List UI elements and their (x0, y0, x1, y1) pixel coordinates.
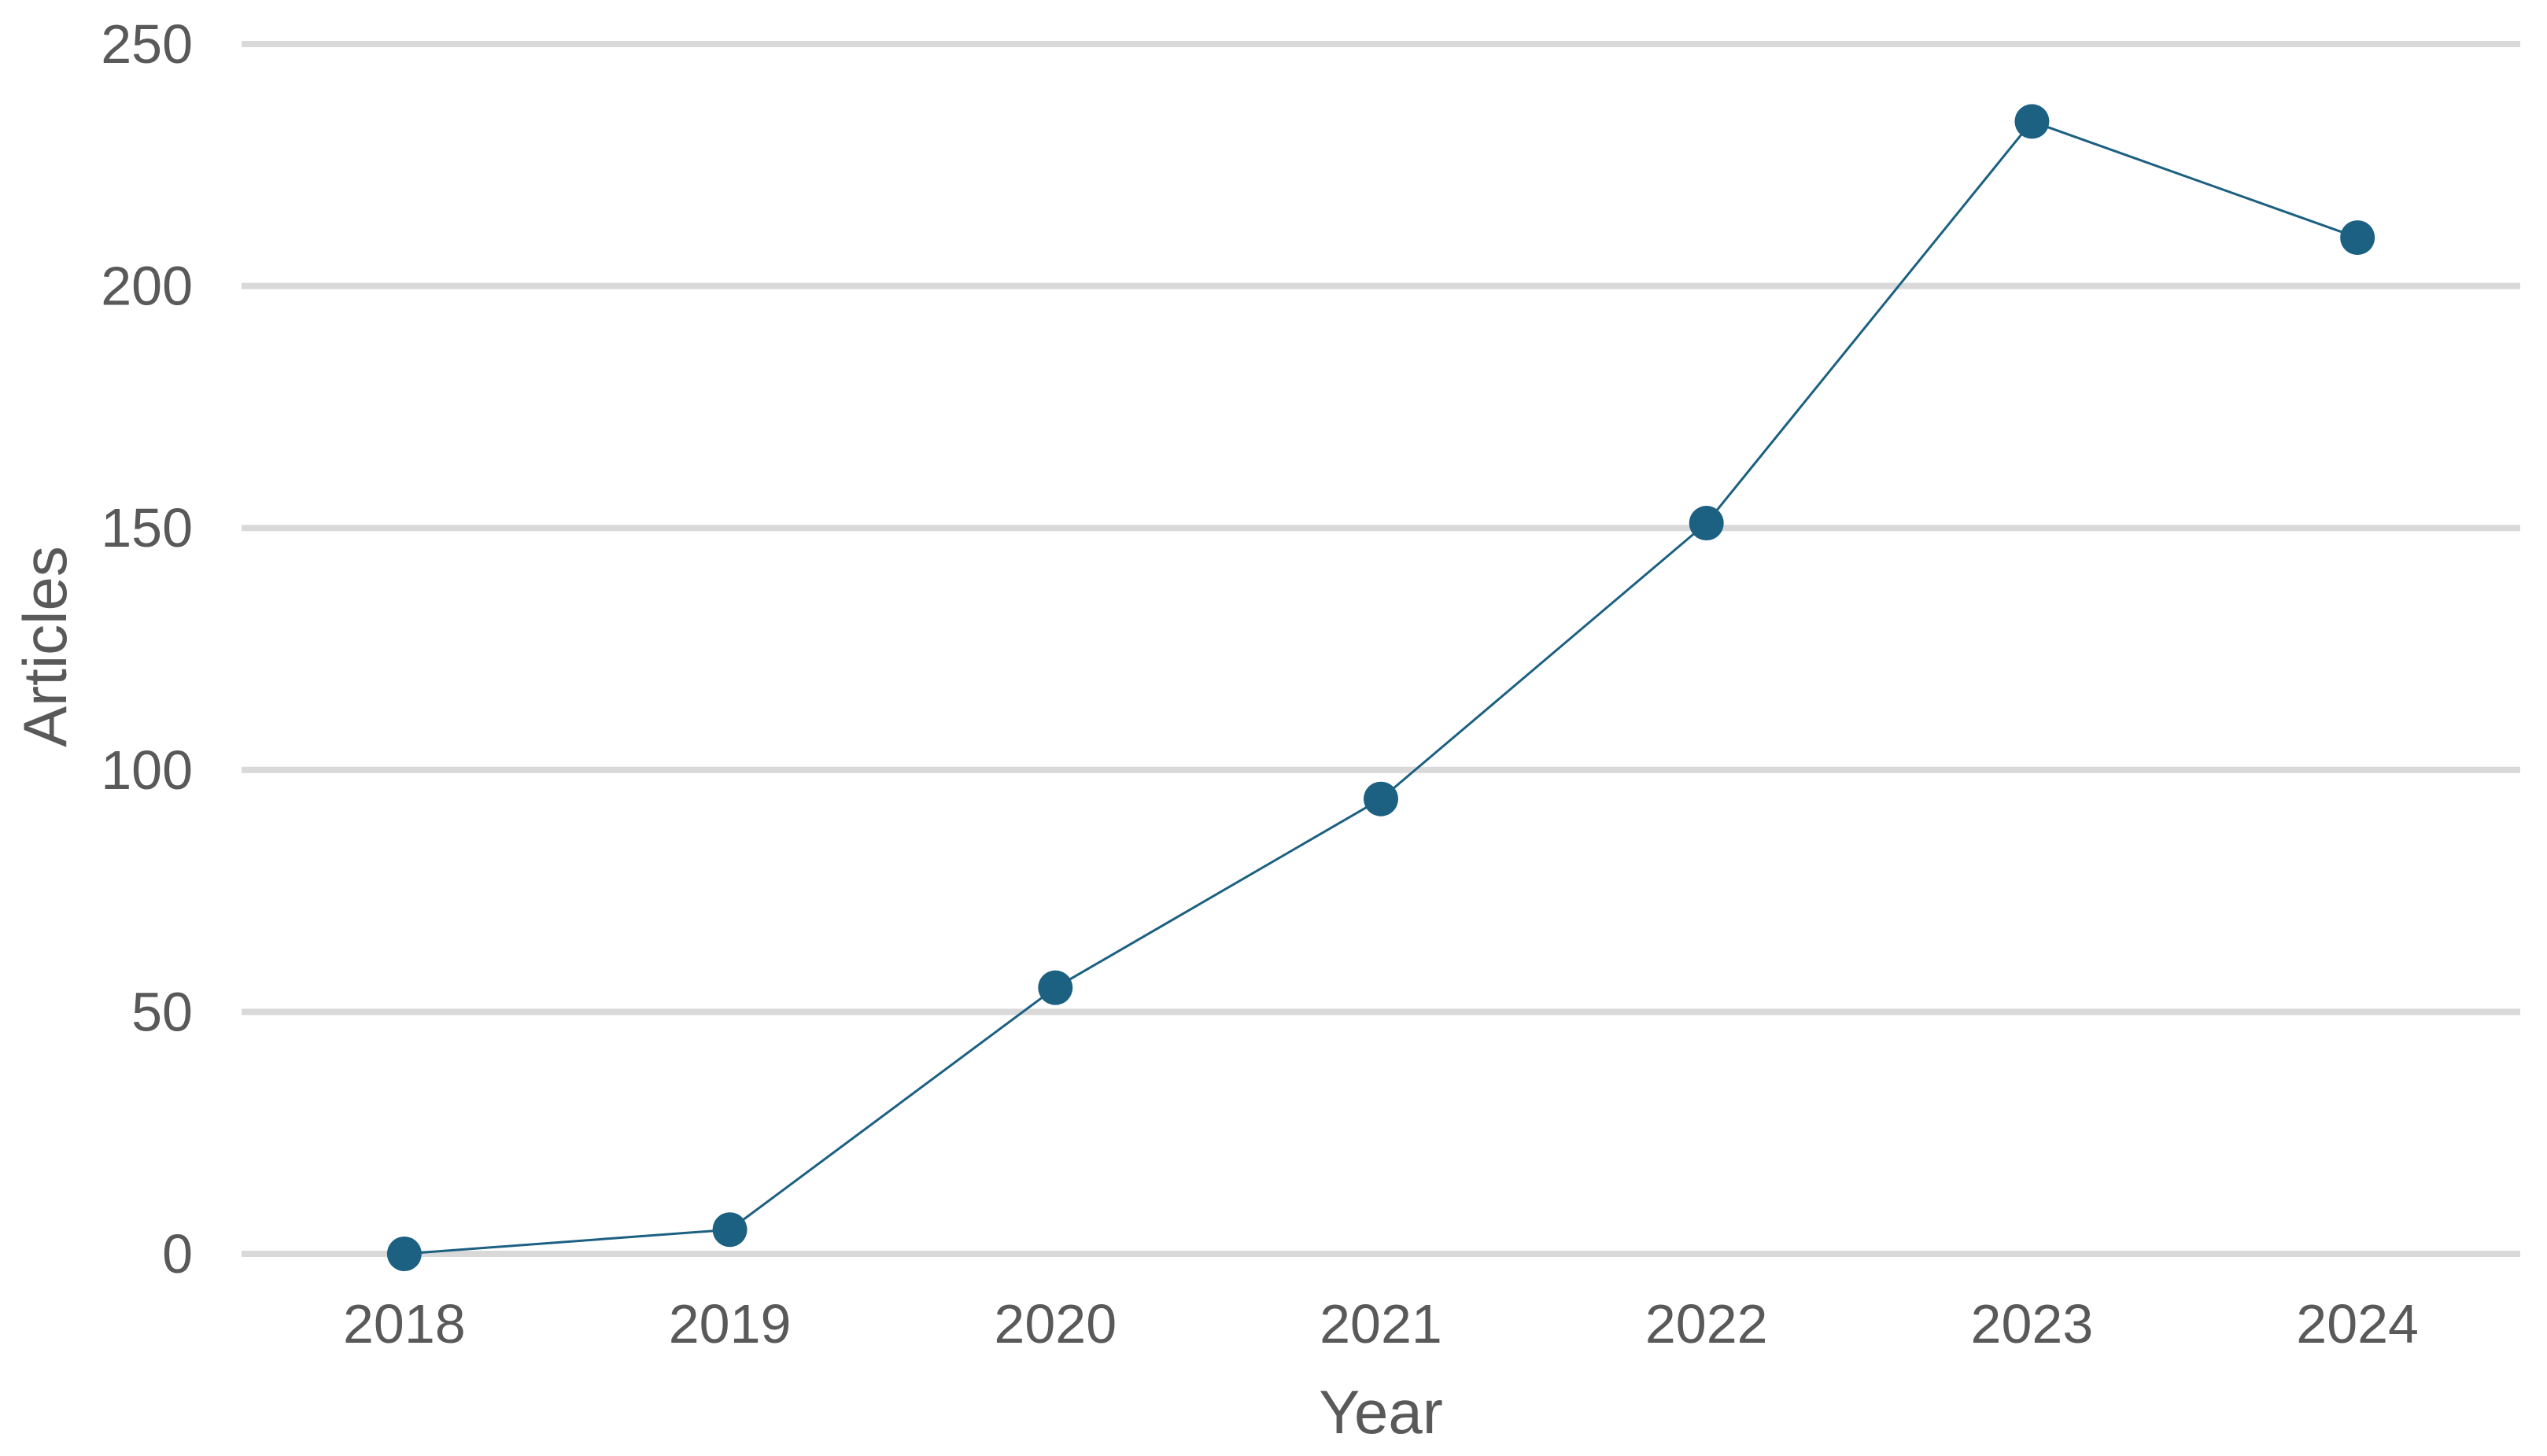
y-tick-label-150: 150 (101, 497, 193, 558)
x-tick-label-2018: 2018 (343, 1293, 466, 1355)
data-point-2022 (1689, 506, 1724, 541)
data-series (386, 104, 2375, 1271)
data-point-2019 (712, 1212, 747, 1248)
x-tick-label-2019: 2019 (669, 1293, 792, 1355)
gridlines (242, 41, 2520, 1257)
series-line-articles (404, 120, 2358, 1255)
y-tick-label-50: 50 (131, 981, 193, 1042)
x-tick-label-2023: 2023 (1971, 1293, 2094, 1355)
y-tick-label-250: 250 (101, 13, 193, 75)
y-tick-label-100: 100 (101, 739, 193, 801)
y-axis-label: Articles (10, 546, 79, 747)
y-tick-label-0: 0 (162, 1223, 193, 1285)
y-axis-tick-labels: 0 50 100 150 200 250 (101, 13, 193, 1285)
data-point-2023 (2014, 104, 2050, 139)
x-axis-tick-labels: 2018 2019 2020 2021 2022 2023 2024 (343, 1293, 2419, 1355)
y-tick-label-200: 200 (101, 256, 193, 317)
x-tick-label-2022: 2022 (1645, 1293, 1768, 1355)
x-tick-label-2020: 2020 (994, 1293, 1117, 1355)
data-point-2021 (1364, 781, 1398, 816)
x-tick-label-2021: 2021 (1320, 1293, 1442, 1355)
x-axis-label: Year (1319, 1377, 1443, 1447)
data-point-2024 (2340, 220, 2375, 256)
x-tick-label-2024: 2024 (2296, 1293, 2419, 1355)
data-point-2018 (386, 1237, 422, 1271)
data-point-2020 (1038, 970, 1073, 1005)
